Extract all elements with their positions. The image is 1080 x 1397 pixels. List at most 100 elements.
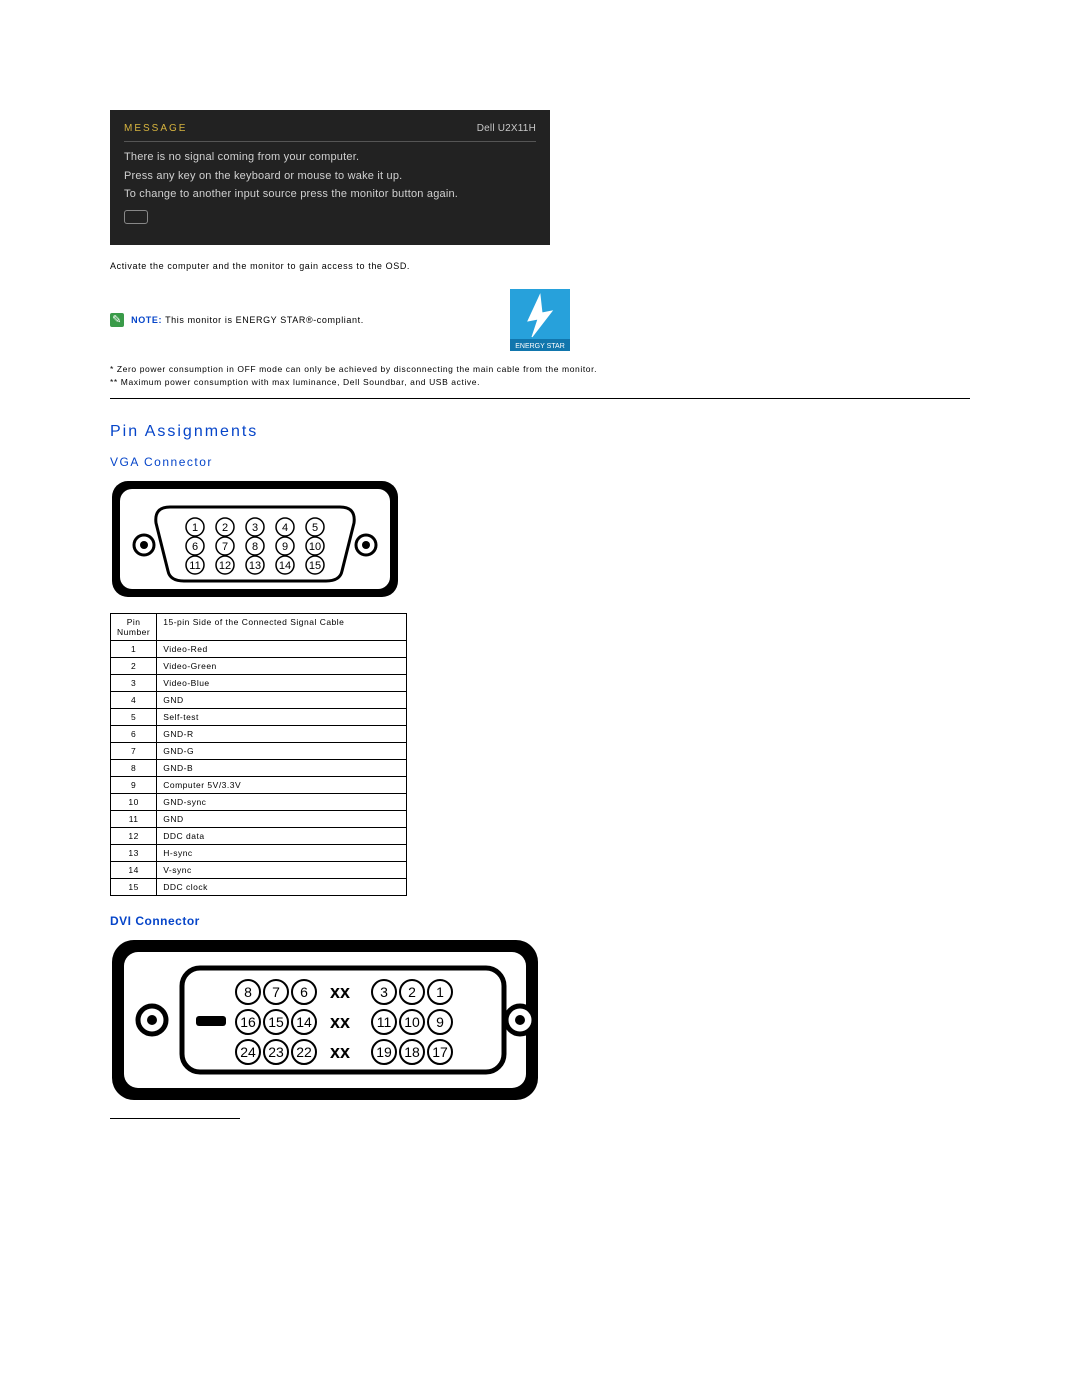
pin-desc-cell: GND-B: [157, 760, 407, 777]
svg-text:23: 23: [268, 1044, 284, 1060]
svg-text:10: 10: [404, 1014, 420, 1030]
osd-header: MESSAGE Dell U2X11H: [124, 120, 536, 142]
pin-desc-cell: GND-sync: [157, 794, 407, 811]
svg-text:17: 17: [432, 1044, 448, 1060]
svg-text:7: 7: [222, 541, 228, 553]
pin-number-cell: 1: [111, 641, 157, 658]
osd-line-3: To change to another input source press …: [124, 185, 536, 204]
energy-star-badge: ENERGY STAR: [510, 289, 570, 351]
table-row: 3Video-Blue: [111, 675, 407, 692]
svg-text:9: 9: [436, 1014, 444, 1030]
svg-text:11: 11: [377, 1014, 392, 1030]
vga-pin-table: Pin Number 15-pin Side of the Connected …: [110, 613, 407, 896]
vga-connector-heading: VGA Connector: [110, 455, 970, 469]
table-row: 1Video-Red: [111, 641, 407, 658]
vga-connector-diagram: 123456789101112131415: [110, 479, 400, 599]
pin-number-cell: 5: [111, 709, 157, 726]
pin-desc-cell: Video-Blue: [157, 675, 407, 692]
table-row: 13H-sync: [111, 845, 407, 862]
svg-text:19: 19: [376, 1044, 392, 1060]
table-row: 15DDC clock: [111, 879, 407, 896]
osd-line-1: There is no signal coming from your comp…: [124, 148, 536, 167]
table-row: 8GND-B: [111, 760, 407, 777]
svg-text:24: 24: [240, 1044, 256, 1060]
svg-text:12: 12: [219, 560, 231, 572]
vga-connector-icon: [124, 210, 148, 224]
activate-caption: Activate the computer and the monitor to…: [110, 261, 970, 271]
table-row: 6GND-R: [111, 726, 407, 743]
svg-text:10: 10: [309, 541, 321, 553]
svg-text:15: 15: [268, 1014, 284, 1030]
section-divider: [110, 398, 970, 399]
svg-text:xx: xx: [330, 982, 350, 1002]
pin-number-cell: 4: [111, 692, 157, 709]
svg-text:3: 3: [380, 984, 388, 1000]
pin-number-cell: 8: [111, 760, 157, 777]
svg-text:1: 1: [192, 522, 198, 534]
pin-desc-cell: GND-R: [157, 726, 407, 743]
dvi-connector-diagram: 8 7 6 xx 3 2 1 16 15 14 xx 11 10 9 24 23 22 xx 19 18 17: [110, 938, 540, 1102]
svg-text:3: 3: [252, 522, 258, 534]
pin-desc-cell: H-sync: [157, 845, 407, 862]
dvi-table-top-border: [110, 1118, 240, 1119]
table-row: 2Video-Green: [111, 658, 407, 675]
table-row: 5Self-test: [111, 709, 407, 726]
vga-table-header-desc: 15-pin Side of the Connected Signal Cabl…: [157, 614, 407, 641]
dvi-connector-heading: DVI Connector: [110, 914, 970, 928]
vga-table-header-pin: Pin Number: [111, 614, 157, 641]
svg-text:2: 2: [408, 984, 416, 1000]
footnote-1: * Zero power consumption in OFF mode can…: [110, 363, 970, 376]
svg-text:18: 18: [404, 1044, 420, 1060]
table-row: 10GND-sync: [111, 794, 407, 811]
table-row: 4GND: [111, 692, 407, 709]
pin-number-cell: 9: [111, 777, 157, 794]
svg-text:15: 15: [309, 560, 321, 572]
pin-number-cell: 11: [111, 811, 157, 828]
pin-desc-cell: GND-G: [157, 743, 407, 760]
svg-text:11: 11: [189, 560, 200, 572]
pin-desc-cell: DDC clock: [157, 879, 407, 896]
svg-text:7: 7: [272, 984, 280, 1000]
pin-desc-cell: Video-Red: [157, 641, 407, 658]
osd-model-label: Dell U2X11H: [477, 120, 536, 137]
svg-text:5: 5: [312, 522, 318, 534]
pin-number-cell: 13: [111, 845, 157, 862]
footnote-2: ** Maximum power consumption with max lu…: [110, 376, 970, 389]
svg-text:xx: xx: [330, 1042, 350, 1062]
pin-desc-cell: Computer 5V/3.3V: [157, 777, 407, 794]
svg-text:2: 2: [222, 522, 228, 534]
pin-number-cell: 7: [111, 743, 157, 760]
osd-message-box: MESSAGE Dell U2X11H There is no signal c…: [110, 110, 550, 245]
note-label: NOTE:: [131, 315, 162, 325]
svg-text:22: 22: [296, 1044, 312, 1060]
svg-text:9: 9: [282, 541, 288, 553]
svg-text:xx: xx: [330, 1012, 350, 1032]
pin-number-cell: 12: [111, 828, 157, 845]
pin-desc-cell: Self-test: [157, 709, 407, 726]
pin-assignments-heading: Pin Assignments: [110, 423, 970, 441]
svg-text:ENERGY STAR: ENERGY STAR: [515, 343, 565, 350]
svg-text:16: 16: [240, 1014, 256, 1030]
pin-number-cell: 2: [111, 658, 157, 675]
pin-desc-cell: DDC data: [157, 828, 407, 845]
svg-text:1: 1: [436, 984, 444, 1000]
energy-star-note: ✎ NOTE: This monitor is ENERGY STAR®-com…: [110, 313, 364, 327]
svg-text:8: 8: [244, 984, 252, 1000]
footnotes: * Zero power consumption in OFF mode can…: [110, 363, 970, 389]
svg-text:8: 8: [252, 541, 258, 553]
table-row: 12DDC data: [111, 828, 407, 845]
svg-text:6: 6: [300, 984, 308, 1000]
pin-desc-cell: GND: [157, 811, 407, 828]
svg-text:14: 14: [296, 1014, 312, 1030]
table-row: 7GND-G: [111, 743, 407, 760]
note-text: This monitor is ENERGY STAR®-compliant.: [165, 315, 364, 325]
pin-desc-cell: V-sync: [157, 862, 407, 879]
svg-text:13: 13: [249, 560, 261, 572]
pin-number-cell: 10: [111, 794, 157, 811]
osd-message-label: MESSAGE: [124, 120, 187, 137]
table-row: 9Computer 5V/3.3V: [111, 777, 407, 794]
pin-number-cell: 14: [111, 862, 157, 879]
svg-text:14: 14: [279, 560, 291, 572]
table-row: 14V-sync: [111, 862, 407, 879]
energy-star-row: ✎ NOTE: This monitor is ENERGY STAR®-com…: [110, 289, 970, 351]
